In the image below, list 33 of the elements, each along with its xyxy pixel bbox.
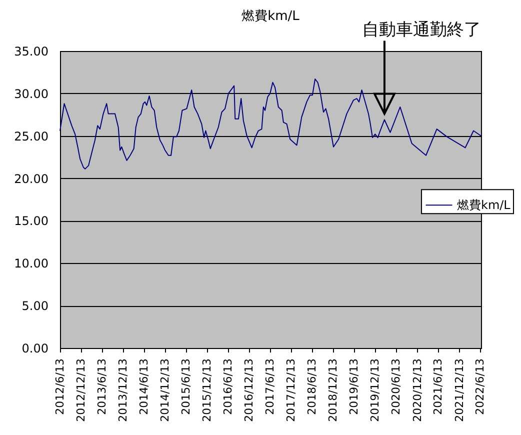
x-tick-label: 2022/6/13 [474, 358, 487, 415]
x-tick-label: 2013/6/13 [95, 358, 108, 415]
y-tick-label: 20.00 [14, 172, 48, 186]
y-tick-label: 5.00 [22, 299, 48, 314]
x-tick-label: 2014/12/13 [158, 358, 172, 422]
chart-title: 燃費km/L [242, 9, 300, 24]
y-tick-label: 25.00 [14, 129, 48, 144]
y-tick-label: 15.00 [14, 214, 48, 228]
x-tick-label: 2019/6/13 [348, 358, 361, 415]
line-series [60, 78, 482, 170]
y-tick-label: 10.00 [14, 256, 48, 271]
x-tick-label: 2012/6/13 [54, 358, 66, 415]
x-tick-label: 2017/12/13 [284, 358, 298, 422]
x-tick-label: 2012/12/13 [74, 358, 88, 422]
x-tick-label: 2016/12/13 [242, 358, 256, 422]
x-tick-label: 2014/6/13 [137, 358, 150, 415]
y-tick-label: 35.00 [14, 44, 48, 58]
y-tick-label: 30.00 [14, 86, 48, 101]
x-tick-label: 2018/12/13 [326, 358, 340, 422]
x-tick-label: 2017/6/13 [264, 358, 277, 415]
x-tick-label: 2020/12/13 [410, 358, 424, 422]
annotation: 自動車通勤終了 [362, 20, 481, 40]
x-tick-label: 2015/12/13 [200, 358, 214, 422]
legend-label: 燃費km/L [457, 198, 511, 212]
x-tick-label: 2019/12/13 [368, 358, 382, 422]
x-tick-label: 2018/6/13 [306, 358, 319, 415]
y-tick-label: 0.00 [22, 342, 48, 356]
x-tick-label: 2015/6/13 [179, 358, 192, 415]
x-tick-label: 2021/12/13 [452, 358, 466, 422]
x-tick-label: 2020/6/13 [390, 358, 403, 415]
x-tick-label: 2013/12/13 [116, 358, 130, 422]
x-tick-label: 2021/6/13 [432, 358, 445, 415]
x-tick-label: 2016/6/13 [222, 358, 235, 415]
